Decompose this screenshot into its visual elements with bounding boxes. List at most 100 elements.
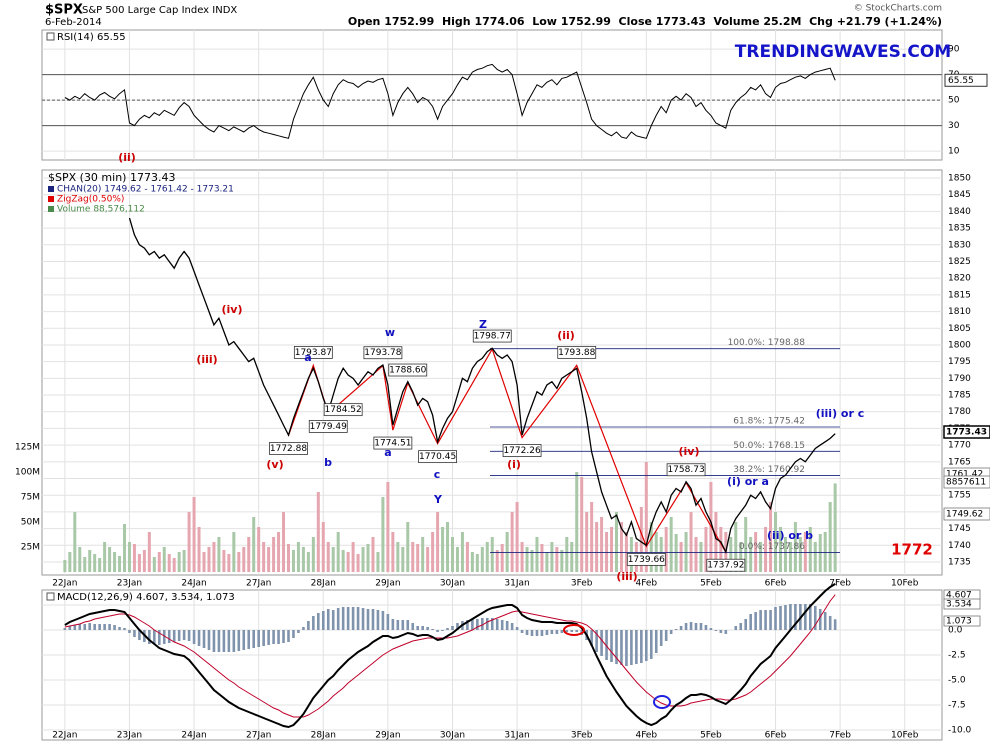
volume-bar <box>326 542 330 572</box>
price-label-box <box>323 403 363 417</box>
histogram-bar <box>138 630 141 640</box>
wave-label: (iii) <box>196 353 217 366</box>
x-tick-label: 3Feb <box>571 579 593 589</box>
histogram-bar <box>356 607 360 630</box>
volume-bar <box>729 537 733 572</box>
wave-label: (iii) <box>616 570 637 583</box>
wave-label: (ii) <box>557 329 575 342</box>
histogram-bar <box>326 609 330 630</box>
volume-bar <box>833 483 837 572</box>
x-tick-label: 31Jan <box>504 731 529 741</box>
volume-bar <box>614 512 618 572</box>
volume-bar <box>132 544 136 572</box>
wave-label: (i) <box>507 458 521 471</box>
price-label-box <box>706 558 746 572</box>
right-label: 1773.43 <box>946 428 987 438</box>
volume-bar <box>465 542 469 572</box>
volume-bar <box>828 502 832 572</box>
volume-tick-label: 125M <box>15 443 40 453</box>
y-tick-label: 10 <box>948 147 960 157</box>
histogram-bar <box>828 616 832 630</box>
wave-label: w <box>385 326 395 339</box>
histogram-bar <box>714 630 718 631</box>
histogram-bar <box>754 612 757 630</box>
volume-bar <box>157 552 161 572</box>
histogram-bar <box>471 619 474 630</box>
right-label: 3.534 <box>946 600 972 610</box>
volume-bar <box>460 532 464 572</box>
volume-tick-label: 50M <box>21 518 40 528</box>
histogram-bar <box>282 630 285 643</box>
note: 1772 <box>891 541 933 559</box>
volume-bar <box>818 534 822 572</box>
histogram-bar <box>162 630 166 644</box>
histogram-bar <box>520 630 524 633</box>
histogram-bar <box>694 623 698 630</box>
price-label-box <box>557 345 597 359</box>
x-tick-label: 27Jan <box>246 579 271 589</box>
histogram-bar <box>550 630 554 634</box>
panel-frame <box>41 29 943 161</box>
histogram-bar <box>336 608 340 630</box>
volume-bar <box>783 537 787 572</box>
histogram-bar <box>560 630 564 633</box>
volume-bar <box>475 554 479 572</box>
legend-entry: ZigZag(0.50%) <box>57 195 124 205</box>
histogram-bar <box>227 630 231 652</box>
histogram-bar <box>640 630 643 663</box>
quote: Open 1752.99 High 1774.06 Low 1752.99 Cl… <box>348 15 942 28</box>
volume-bar <box>580 477 584 572</box>
volume-bar <box>803 532 807 572</box>
y-tick-label: 1735 <box>948 557 971 567</box>
volume-bar <box>197 527 201 572</box>
histogram-bar <box>575 630 579 632</box>
brand: TRENDINGWAVES.COM <box>735 42 951 62</box>
histogram-bar <box>287 630 290 642</box>
rsi-title: RSI(14) 65.55 <box>57 32 126 43</box>
volume-bar <box>113 552 117 572</box>
volume-bar <box>103 542 107 572</box>
histogram-bar <box>466 620 469 630</box>
volume-bar <box>754 532 758 572</box>
histogram-bar <box>510 623 514 630</box>
x-tick-label: 27Jan <box>246 731 271 741</box>
volume-bar <box>749 537 753 572</box>
volume-bar <box>172 558 176 572</box>
histogram-bar <box>823 612 827 630</box>
x-tick-label: 28Jan <box>311 731 336 741</box>
panel-frame <box>41 169 943 576</box>
volume-bar <box>455 547 459 572</box>
price-label-box <box>418 450 457 464</box>
x-tick-label: 7Feb <box>829 731 851 741</box>
histogram-bar <box>495 619 499 630</box>
volume-bar <box>550 542 554 572</box>
price-label-box <box>269 442 308 455</box>
histogram-bar <box>794 604 797 630</box>
volume-bar <box>286 544 290 572</box>
volume-bar <box>306 552 310 572</box>
volume-bar <box>381 497 385 572</box>
volume-bar <box>421 537 425 572</box>
volume-bar <box>480 547 484 572</box>
price-label: 1793.78 <box>364 348 401 358</box>
x-tick-label: 3Feb <box>571 731 593 741</box>
histogram-bar <box>555 630 559 634</box>
histogram-bar <box>267 630 270 645</box>
price-label: 1784.52 <box>325 405 362 415</box>
legend-swatch <box>48 186 54 192</box>
price-label-box <box>293 346 333 359</box>
histogram-bar <box>813 606 817 630</box>
price-label: 1779.49 <box>310 422 347 432</box>
histogram-bar <box>759 610 762 630</box>
price-label: 1774.51 <box>374 439 411 449</box>
y-tick-label: 1810 <box>948 307 971 317</box>
volume-bar <box>490 537 494 572</box>
volume-bar <box>262 542 266 572</box>
right-label-box <box>943 615 981 627</box>
right-label: 4.607 <box>946 591 972 601</box>
volume-bar <box>515 502 519 572</box>
histogram-bar <box>540 630 544 636</box>
histogram-bar <box>659 630 663 646</box>
volume-bar <box>142 550 146 572</box>
right-label-box <box>943 598 981 610</box>
